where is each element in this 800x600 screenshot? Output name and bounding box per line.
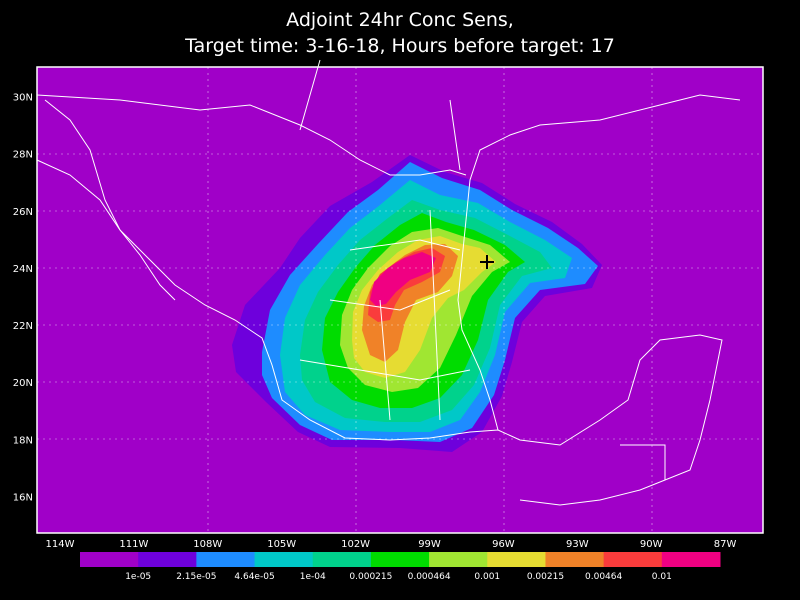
- colorbar-segment: [603, 552, 663, 567]
- lon-label: 99W: [418, 539, 441, 550]
- lon-label: 114W: [46, 539, 75, 550]
- lat-label: 18N: [13, 435, 33, 446]
- title-line: Target time: 3-16-18, Hours before targe…: [184, 35, 615, 57]
- lon-label: 105W: [267, 539, 296, 550]
- lat-label: 20N: [13, 378, 33, 389]
- lat-label: 16N: [13, 492, 33, 503]
- lon-label: 108W: [193, 539, 222, 550]
- axis-labels: 30N 28N 26N 24N 22N 20N 18N 16N 114W 111W 108W 105W…: [13, 93, 737, 551]
- lon-label: 96W: [492, 539, 515, 550]
- coastlines: [36, 59, 741, 506]
- lon-label: 111W: [119, 539, 148, 550]
- colorbar-segment: [312, 552, 372, 567]
- lon-label: 102W: [341, 539, 370, 550]
- colorbar-label: 0.00215: [527, 572, 564, 582]
- lat-label: 26N: [13, 207, 33, 218]
- lon-label: 93W: [566, 539, 589, 550]
- colorbar-label: 4.64e-05: [234, 572, 274, 582]
- colorbar-segment: [429, 552, 488, 567]
- lat-label: 24N: [13, 264, 33, 275]
- colorbar-label: 0.01: [652, 572, 672, 582]
- colorbar-segment: [254, 552, 314, 567]
- lon-label: 87W: [714, 539, 737, 550]
- lat-label: 30N: [13, 93, 33, 104]
- colorbar-label: 0.001: [474, 572, 500, 582]
- colorbar-segment: [80, 552, 139, 567]
- colorbar-label: 0.000215: [349, 572, 392, 582]
- map-frame: [36, 66, 764, 534]
- lon-label: 90W: [640, 539, 663, 550]
- colorbar-segment: [196, 552, 256, 567]
- map-area: [36, 59, 764, 534]
- colorbar-segment: [545, 552, 605, 567]
- lat-label: 22N: [13, 321, 33, 332]
- title-line: Adjoint 24hr Conc Sens,: [286, 9, 514, 31]
- lat-label: 28N: [13, 150, 33, 161]
- border: [36, 94, 467, 176]
- colorbar-segment: [661, 552, 721, 567]
- colorbar-segment: [370, 552, 430, 567]
- colorbar-label: 0.000464: [408, 572, 451, 582]
- colorbar-segment: [487, 552, 546, 567]
- coastline: [457, 94, 741, 431]
- border: [299, 59, 666, 480]
- contour: [370, 252, 436, 306]
- coastline: [44, 99, 176, 301]
- colorbar-segment: [138, 552, 197, 567]
- colorbar-label: 1e-05: [125, 572, 151, 582]
- target-marker: [480, 255, 494, 269]
- colorbar-label: 1e-04: [300, 572, 326, 582]
- colorbar: 1e-05 2.15e-05 4.64e-05 1e-04 0.000215 0.0004…: [80, 552, 721, 582]
- colorbar-label: 2.15e-05: [176, 572, 216, 582]
- colorbar-label: 0.00464: [585, 572, 622, 582]
